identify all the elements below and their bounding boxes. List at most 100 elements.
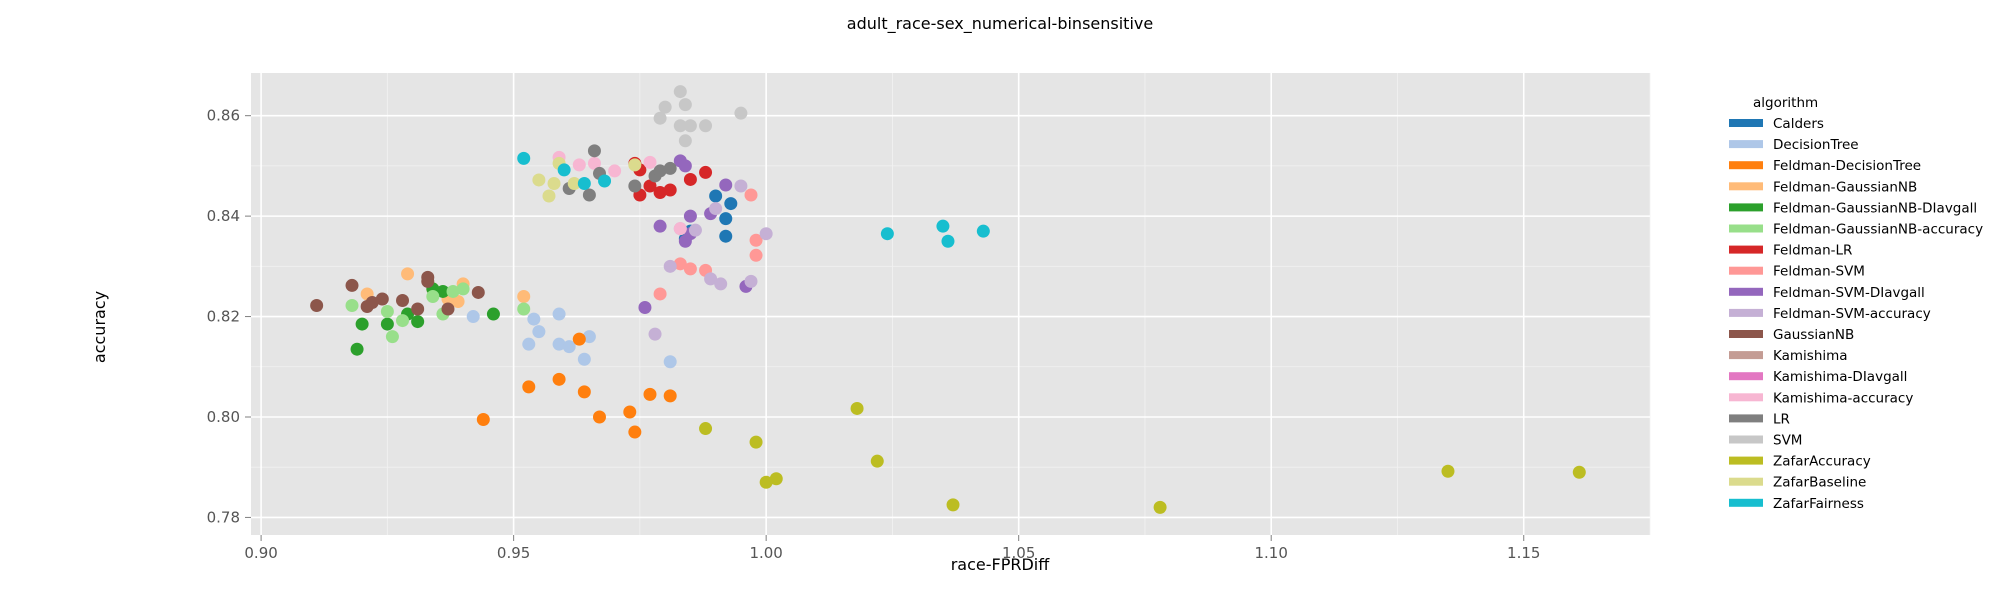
point-svm (683, 119, 697, 133)
point-calders (719, 212, 733, 226)
point-zafaraccuracy (1153, 500, 1167, 514)
point-zafarfairness (936, 219, 950, 233)
point-zafaraccuracy (870, 454, 884, 468)
point-feldman-gaussiannb-accuracy (517, 302, 531, 316)
point-feldman-svm-accuracy (648, 327, 662, 341)
point-zafaraccuracy (759, 475, 773, 489)
legend-swatch-svm (1729, 435, 1763, 444)
point-calders (709, 189, 723, 203)
point-decisiontree (562, 340, 576, 354)
point-feldman-gaussiannb-accuracy (345, 299, 359, 313)
point-feldman-gaussiannb (401, 267, 415, 281)
legend-label-svm: SVM (1773, 433, 1802, 449)
legend-swatch-kamishima-diavgall (1729, 372, 1763, 381)
point-lr (587, 144, 601, 158)
point-feldman-svm-diavgall (638, 301, 652, 315)
point-feldman-gaussiannb-diavgall (486, 307, 500, 321)
legend-swatch-kamishima-accuracy (1729, 393, 1763, 402)
point-feldman-decisiontree (663, 389, 677, 403)
point-decisiontree (532, 325, 546, 339)
point-feldman-decisiontree (577, 385, 591, 399)
point-feldman-svm (749, 248, 763, 262)
x-axis-title: race-FPRDiff (951, 555, 1051, 574)
legend-swatch-feldman-svm (1729, 266, 1763, 275)
point-zafaraccuracy (1441, 464, 1455, 478)
legend: algorithm Calders DecisionTree Feldman-Dec… (1729, 95, 1983, 512)
legend-swatch-calders (1729, 119, 1763, 127)
point-svm (678, 134, 692, 148)
point-kamishima-accuracy (572, 158, 586, 172)
y-tick-label: 0.84 (207, 207, 240, 225)
legend-swatch-decisiontree (1729, 140, 1763, 149)
point-feldman-svm (749, 233, 763, 247)
point-zafarfairness (880, 227, 894, 241)
point-gaussiannb (421, 270, 435, 284)
point-kamishima-accuracy (673, 222, 687, 236)
point-feldman-gaussiannb-diavgall (350, 342, 364, 356)
point-feldman-lr (643, 179, 657, 193)
plot-area (251, 73, 1650, 535)
point-feldman-decisiontree (476, 413, 490, 426)
point-zafarfairness (557, 163, 571, 177)
legend-label-kamishima: Kamishima (1773, 348, 1848, 364)
point-lr (628, 179, 642, 193)
point-decisiontree (552, 307, 566, 321)
legend-swatch-gaussiannb (1729, 330, 1763, 338)
point-zafarfairness (517, 151, 531, 165)
y-tick-label: 0.78 (207, 508, 240, 526)
point-feldman-decisiontree (623, 405, 637, 419)
point-feldman-gaussiannb-diavgall (436, 284, 450, 298)
point-feldman-gaussiannb-diavgall (380, 317, 394, 331)
point-feldman-gaussiannb-accuracy (380, 305, 394, 319)
point-gaussiannb (345, 278, 359, 292)
x-tick-label: 1.10 (1255, 544, 1288, 562)
point-svm (653, 111, 667, 125)
point-feldman-gaussiannb-accuracy (426, 289, 440, 303)
point-feldman-svm (653, 287, 667, 301)
point-feldman-decisiontree (552, 372, 566, 386)
legend-title: algorithm (1753, 95, 1818, 111)
point-calders (719, 229, 733, 243)
legend-swatch-feldman-gaussiannb (1729, 182, 1763, 191)
point-feldman-gaussiannb-diavgall (355, 317, 369, 331)
point-gaussiannb (375, 292, 389, 306)
point-decisiontree (466, 310, 480, 324)
point-feldman-svm-diavgall (719, 178, 733, 192)
point-feldman-gaussiannb-diavgall (411, 315, 425, 329)
point-zafarbaseline (628, 158, 642, 172)
legend-label-kamishima-diavgall: Kamishima-DIavgall (1773, 369, 1907, 385)
point-zafaraccuracy (699, 422, 713, 436)
legend-label-feldman-gaussiannb: Feldman-GaussianNB (1773, 179, 1917, 195)
point-feldman-svm-diavgall (678, 159, 692, 173)
point-zafaraccuracy (946, 498, 960, 512)
y-axis-title: accuracy (90, 291, 109, 363)
legend-swatch-lr (1729, 414, 1763, 423)
point-feldman-svm-accuracy (688, 223, 702, 237)
point-feldman-svm-accuracy (704, 272, 718, 286)
grid-lines (251, 73, 1651, 535)
point-feldman-svm-accuracy (744, 274, 758, 288)
point-feldman-gaussiannb-accuracy (385, 330, 399, 344)
point-feldman-svm-accuracy (714, 277, 728, 291)
legend-swatch-zafaraccuracy (1729, 456, 1763, 465)
point-feldman-lr (663, 183, 677, 197)
legend-swatch-feldman-decisiontree (1729, 161, 1763, 170)
point-gaussiannb (396, 293, 410, 307)
point-feldman-svm-accuracy (709, 202, 723, 216)
point-zafarbaseline (532, 173, 546, 187)
legend-label-feldman-decisiontree: Feldman-DecisionTree (1773, 158, 1921, 174)
y-tick-label: 0.80 (207, 408, 240, 426)
legend-label-feldman-svm-diavgall: Feldman-SVM-DIavgall (1773, 285, 1925, 301)
point-zafarfairness (976, 224, 990, 238)
y-tick-label: 0.82 (207, 308, 240, 326)
point-gaussiannb (471, 285, 485, 299)
point-decisiontree (663, 355, 677, 369)
legend-label-gaussiannb: GaussianNB (1773, 327, 1854, 343)
data-points (310, 85, 1586, 514)
point-gaussiannb (365, 295, 379, 309)
x-tick-label: 1.15 (1507, 544, 1540, 562)
legend-swatch-zafarbaseline (1729, 477, 1763, 486)
point-svm (678, 98, 692, 112)
legend-label-feldman-lr: Feldman-LR (1773, 243, 1852, 259)
point-svm (734, 106, 748, 120)
